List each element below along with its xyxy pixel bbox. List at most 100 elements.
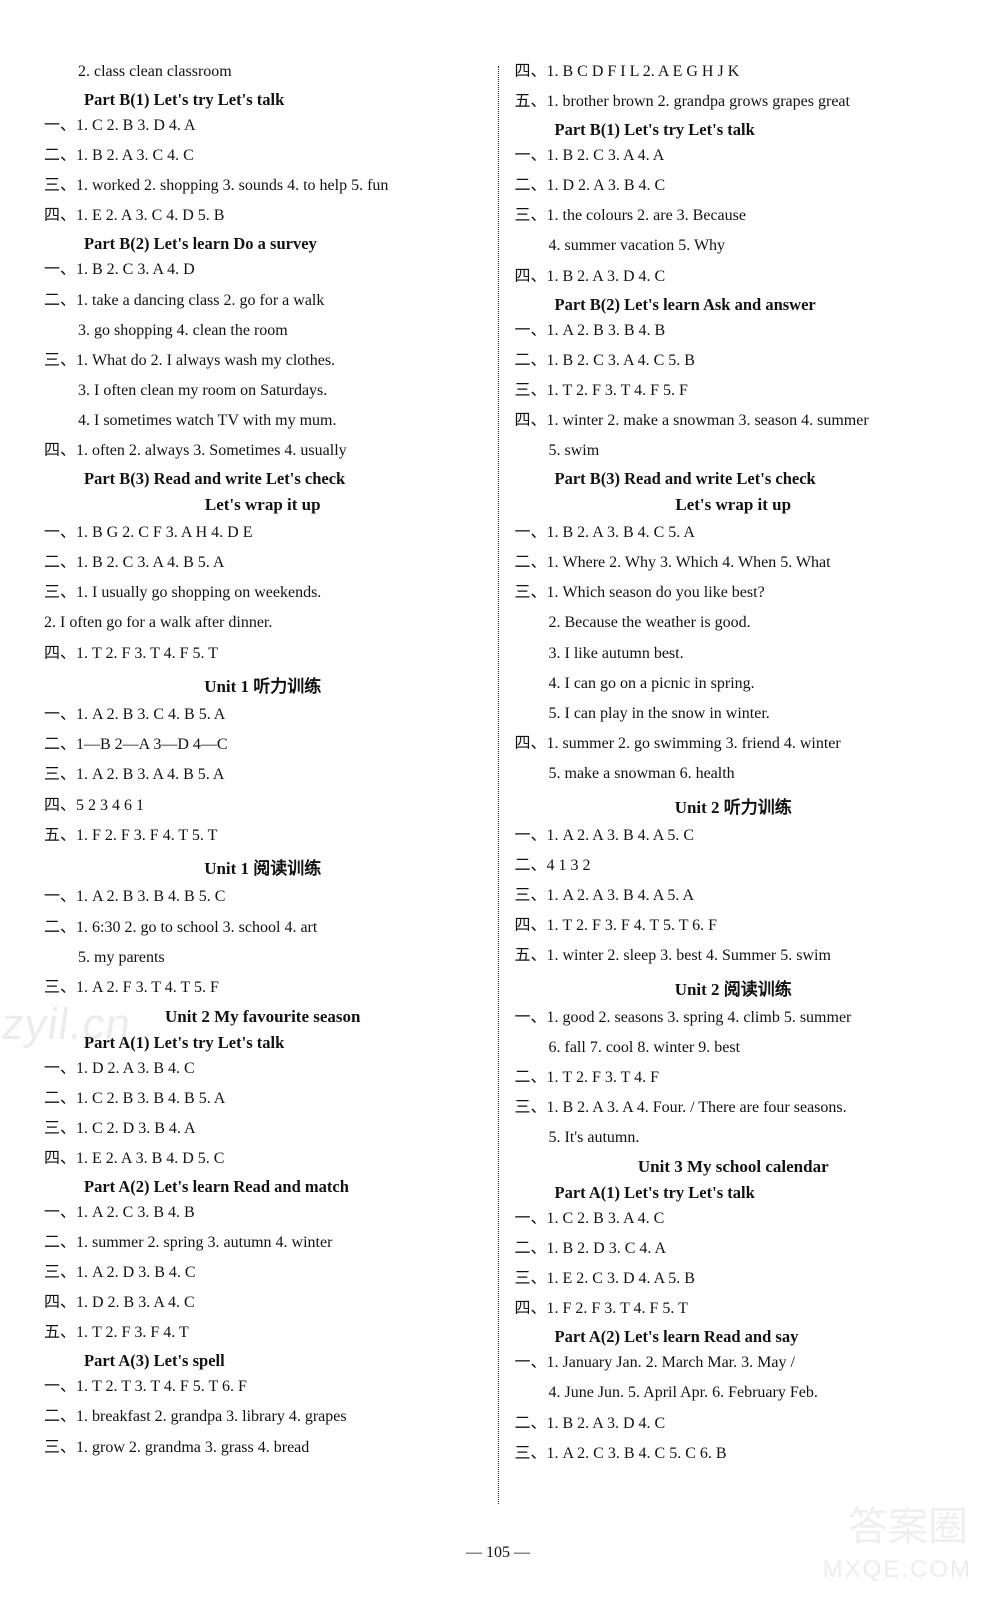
answer-line: 2. Because the weather is good. xyxy=(515,611,953,636)
answer-line: 一、1. A 2. B 3. B 4. B xyxy=(515,319,953,344)
answer-line: 二、1. summer 2. spring 3. autumn 4. winte… xyxy=(44,1231,482,1256)
answer-line: 四、1. F 2. F 3. T 4. F 5. T xyxy=(515,1297,953,1322)
section-heading: Part A(2) Let's learn Read and match xyxy=(44,1177,482,1197)
answer-line: 二、1. breakfast 2. grandpa 3. library 4. … xyxy=(44,1405,482,1430)
answer-line: 3. go shopping 4. clean the room xyxy=(44,319,482,344)
answer-line: 三、1. B 2. A 3. A 4. Four. / There are fo… xyxy=(515,1096,953,1121)
answer-line: 四、5 2 3 4 6 1 xyxy=(44,794,482,819)
answer-line: 二、1. T 2. F 3. T 4. F xyxy=(515,1066,953,1091)
section-heading: Unit 2 听力训练 xyxy=(515,793,953,818)
answer-line: 二、1. B 2. C 3. A 4. C 5. B xyxy=(515,349,953,374)
answer-line: 一、1. B 2. C 3. A 4. A xyxy=(515,144,953,169)
answer-line: 一、1. good 2. seasons 3. spring 4. climb … xyxy=(515,1006,953,1031)
answer-line: 5. make a snowman 6. health xyxy=(515,762,953,787)
section-heading: Let's wrap it up xyxy=(44,495,482,515)
answer-line: 二、4 1 3 2 xyxy=(515,854,953,879)
section-heading: Part B(2) Let's learn Do a survey xyxy=(44,234,482,254)
answer-line: 一、1. A 2. A 3. B 4. A 5. C xyxy=(515,824,953,849)
page-container: 2. class clean classroom Part B(1) Let's … xyxy=(0,0,996,1540)
answer-line: 三、1. A 2. B 3. A 4. B 5. A xyxy=(44,763,482,788)
answer-line: 三、1. the colours 2. are 3. Because xyxy=(515,204,953,229)
answer-line: 2. I often go for a walk after dinner. xyxy=(44,611,482,636)
answer-line: 三、1. I usually go shopping on weekends. xyxy=(44,581,482,606)
answer-line: 三、1. A 2. F 3. T 4. T 5. F xyxy=(44,976,482,1001)
answer-line: 五、1. winter 2. sleep 3. best 4. Summer 5… xyxy=(515,944,953,969)
answer-line: 一、1. January Jan. 2. March Mar. 3. May / xyxy=(515,1351,953,1376)
answer-line: 四、1. T 2. F 3. F 4. T 5. T 6. F xyxy=(515,914,953,939)
right-column: 四、1. B C D F I L 2. A E G H J K 五、1. brot… xyxy=(501,60,967,1510)
section-heading: Unit 1 听力训练 xyxy=(44,672,482,697)
answer-line: 二、1. B 2. C 3. A 4. B 5. A xyxy=(44,551,482,576)
column-divider xyxy=(498,66,499,1504)
answer-line: 三、1. A 2. A 3. B 4. A 5. A xyxy=(515,884,953,909)
answer-line: 三、1. C 2. D 3. B 4. A xyxy=(44,1117,482,1142)
answer-line: 4. June Jun. 5. April Apr. 6. February F… xyxy=(515,1381,953,1406)
answer-line: 四、1. T 2. F 3. T 4. F 5. T xyxy=(44,642,482,667)
answer-line: 三、1. T 2. F 3. T 4. F 5. F xyxy=(515,379,953,404)
section-heading: Part B(2) Let's learn Ask and answer xyxy=(515,295,953,315)
section-heading: Let's wrap it up xyxy=(515,495,953,515)
answer-line: 4. I sometimes watch TV with my mum. xyxy=(44,409,482,434)
answer-line: 一、1. B G 2. C F 3. A H 4. D E xyxy=(44,521,482,546)
section-heading: Part B(3) Read and write Let's check xyxy=(515,469,953,489)
answer-line: 二、1—B 2—A 3—D 4—C xyxy=(44,733,482,758)
page-number: — 105 — xyxy=(0,1540,996,1562)
answer-line: 三、1. What do 2. I always wash my clothes… xyxy=(44,349,482,374)
answer-line: 二、1. C 2. B 3. B 4. B 5. A xyxy=(44,1087,482,1112)
answer-line: 一、1. T 2. T 3. T 4. F 5. T 6. F xyxy=(44,1375,482,1400)
answer-line: 四、1. winter 2. make a snowman 3. season … xyxy=(515,409,953,434)
answer-line: 四、1. often 2. always 3. Sometimes 4. usu… xyxy=(44,439,482,464)
left-column: 2. class clean classroom Part B(1) Let's … xyxy=(30,60,496,1510)
answer-line: 三、1. worked 2. shopping 3. sounds 4. to … xyxy=(44,174,482,199)
answer-line: 四、1. E 2. A 3. C 4. D 5. B xyxy=(44,204,482,229)
answer-line: 6. fall 7. cool 8. winter 9. best xyxy=(515,1036,953,1061)
answer-line: 一、1. D 2. A 3. B 4. C xyxy=(44,1057,482,1082)
answer-line: 3. I like autumn best. xyxy=(515,642,953,667)
answer-line: 5. It's autumn. xyxy=(515,1126,953,1151)
section-heading: Unit 2 My favourite season xyxy=(44,1007,482,1027)
section-heading: Part B(1) Let's try Let's talk xyxy=(515,120,953,140)
answer-line: 四、1. E 2. A 3. B 4. D 5. C xyxy=(44,1147,482,1172)
answer-line: 一、1. B 2. C 3. A 4. D xyxy=(44,258,482,283)
answer-line: 二、1. take a dancing class 2. go for a wa… xyxy=(44,289,482,314)
section-heading: Part A(2) Let's learn Read and say xyxy=(515,1327,953,1347)
answer-line: 四、1. D 2. B 3. A 4. C xyxy=(44,1291,482,1316)
answer-line: 一、1. A 2. B 3. C 4. B 5. A xyxy=(44,703,482,728)
answer-line: 三、1. A 2. D 3. B 4. C xyxy=(44,1261,482,1286)
section-heading: Part A(1) Let's try Let's talk xyxy=(44,1033,482,1053)
answer-line: 5. swim xyxy=(515,439,953,464)
answer-line: 二、1. 6:30 2. go to school 3. school 4. a… xyxy=(44,916,482,941)
answer-line: 5. my parents xyxy=(44,946,482,971)
answer-line: 二、1. D 2. A 3. B 4. C xyxy=(515,174,953,199)
answer-line: 二、1. Where 2. Why 3. Which 4. When 5. Wh… xyxy=(515,551,953,576)
answer-line: 二、1. B 2. A 3. C 4. C xyxy=(44,144,482,169)
answer-line: 三、1. A 2. C 3. B 4. C 5. C 6. B xyxy=(515,1442,953,1467)
answer-line: 一、1. C 2. B 3. A 4. C xyxy=(515,1207,953,1232)
answer-line: 2. class clean classroom xyxy=(44,60,482,85)
answer-line: 一、1. A 2. C 3. B 4. B xyxy=(44,1201,482,1226)
answer-line: 4. summer vacation 5. Why xyxy=(515,234,953,259)
section-heading: Unit 3 My school calendar xyxy=(515,1157,953,1177)
answer-line: 三、1. grow 2. grandma 3. grass 4. bread xyxy=(44,1436,482,1461)
answer-line: 二、1. B 2. D 3. C 4. A xyxy=(515,1237,953,1262)
answer-line: 四、1. summer 2. go swimming 3. friend 4. … xyxy=(515,732,953,757)
answer-line: 5. I can play in the snow in winter. xyxy=(515,702,953,727)
section-heading: Unit 2 阅读训练 xyxy=(515,975,953,1000)
answer-line: 五、1. brother brown 2. grandpa grows grap… xyxy=(515,90,953,115)
section-heading: Part A(3) Let's spell xyxy=(44,1351,482,1371)
answer-line: 3. I often clean my room on Saturdays. xyxy=(44,379,482,404)
answer-line: 四、1. B C D F I L 2. A E G H J K xyxy=(515,60,953,85)
answer-line: 五、1. T 2. F 3. F 4. T xyxy=(44,1321,482,1346)
answer-line: 二、1. B 2. A 3. D 4. C xyxy=(515,1412,953,1437)
section-heading: Part A(1) Let's try Let's talk xyxy=(515,1183,953,1203)
answer-line: 五、1. F 2. F 3. F 4. T 5. T xyxy=(44,824,482,849)
answer-line: 一、1. B 2. A 3. B 4. C 5. A xyxy=(515,521,953,546)
answer-line: 4. I can go on a picnic in spring. xyxy=(515,672,953,697)
section-heading: Part B(1) Let's try Let's talk xyxy=(44,90,482,110)
answer-line: 三、1. E 2. C 3. D 4. A 5. B xyxy=(515,1267,953,1292)
section-heading: Part B(3) Read and write Let's check xyxy=(44,469,482,489)
answer-line: 四、1. B 2. A 3. D 4. C xyxy=(515,265,953,290)
answer-line: 三、1. Which season do you like best? xyxy=(515,581,953,606)
section-heading: Unit 1 阅读训练 xyxy=(44,854,482,879)
answer-line: 一、1. A 2. B 3. B 4. B 5. C xyxy=(44,885,482,910)
